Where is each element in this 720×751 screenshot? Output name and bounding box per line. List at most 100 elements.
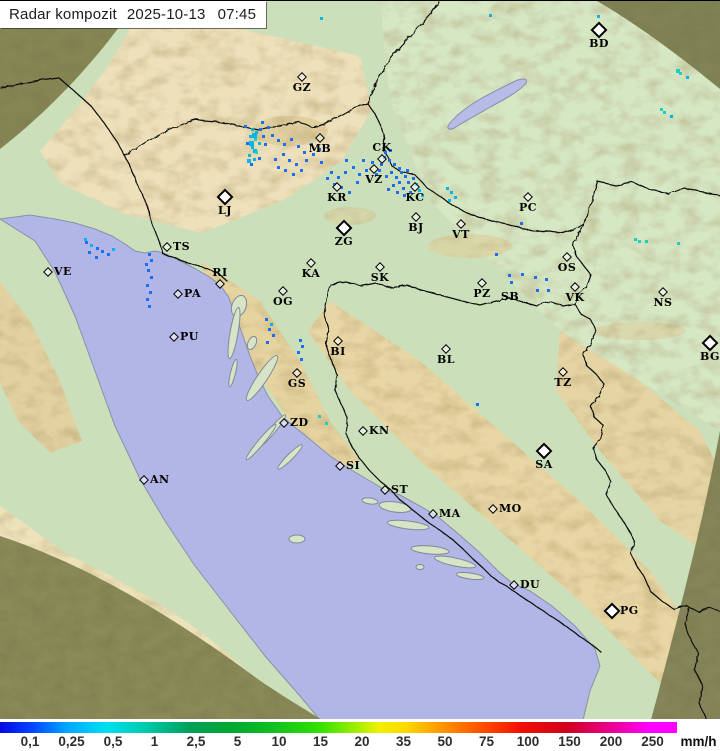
city-label-NS: NS bbox=[653, 296, 673, 309]
radar-echo bbox=[249, 135, 252, 138]
radar-echo bbox=[265, 318, 268, 321]
radar-echo bbox=[272, 334, 275, 337]
city-label-BI: BI bbox=[330, 345, 346, 358]
radar-echo bbox=[283, 143, 286, 146]
radar-echo bbox=[330, 171, 333, 174]
radar-echo bbox=[676, 69, 680, 73]
color-scale-bar bbox=[0, 722, 677, 733]
radar-echo bbox=[297, 351, 300, 354]
range-edge-se bbox=[651, 431, 720, 719]
radar-echo bbox=[495, 253, 498, 256]
city-label-GS: GS bbox=[287, 377, 307, 390]
radar-echo bbox=[288, 159, 291, 162]
radar-echo bbox=[362, 159, 365, 162]
city-label-TS: TS bbox=[173, 240, 191, 253]
radar-echo bbox=[148, 305, 151, 308]
city-label-BG: BG bbox=[700, 350, 720, 363]
radar-echo bbox=[446, 187, 449, 190]
radar-echo bbox=[356, 181, 359, 184]
radar-echo bbox=[290, 138, 293, 141]
radar-echo bbox=[247, 159, 251, 163]
radar-echo bbox=[301, 345, 304, 348]
radar-echo bbox=[246, 142, 249, 145]
radar-echo bbox=[300, 358, 303, 361]
radar-echo bbox=[380, 163, 383, 166]
radar-echo bbox=[534, 276, 537, 279]
city-label-SI: SI bbox=[346, 459, 361, 472]
radar-echo bbox=[392, 184, 395, 187]
scale-value: 20 bbox=[354, 734, 370, 749]
terrain-svg bbox=[0, 1, 720, 719]
scale-value: 2,5 bbox=[186, 734, 206, 749]
radar-echo bbox=[268, 328, 271, 331]
radar-echo bbox=[388, 159, 391, 162]
radar-echo bbox=[146, 284, 149, 287]
radar-echo bbox=[112, 248, 115, 251]
radar-echo bbox=[148, 253, 151, 256]
city-label-PZ: PZ bbox=[473, 287, 491, 300]
intensity-legend: 0,1 0,25 0,5 1 2,5 5 10 15 20 35 50 75 100 150 200 250 … bbox=[0, 719, 720, 751]
radar-echo bbox=[258, 142, 261, 145]
radar-echo bbox=[244, 125, 247, 128]
radar-echo bbox=[147, 269, 150, 272]
radar-echo bbox=[371, 161, 374, 164]
radar-echo bbox=[365, 169, 368, 172]
radar-echo bbox=[277, 139, 280, 142]
radar-echo bbox=[597, 15, 600, 18]
alps-region bbox=[40, 6, 372, 233]
radar-echo bbox=[384, 151, 387, 154]
radar-echo bbox=[378, 169, 381, 172]
range-edge-ne bbox=[597, 1, 720, 89]
radar-echo bbox=[326, 177, 329, 180]
radar-echo bbox=[344, 171, 347, 174]
radar-echo bbox=[249, 141, 254, 146]
radar-echo bbox=[358, 173, 361, 176]
city-label-MB: MB bbox=[308, 142, 332, 155]
city-label-VZ: VZ bbox=[365, 173, 383, 186]
radar-echo bbox=[84, 238, 87, 241]
city-label-BJ: BJ bbox=[408, 221, 424, 234]
radar-echo bbox=[264, 143, 267, 146]
radar-echo bbox=[337, 176, 340, 179]
radar-echo bbox=[660, 108, 663, 111]
radar-echo bbox=[677, 242, 680, 245]
radar-echo bbox=[252, 133, 257, 138]
radar-echo bbox=[310, 143, 313, 146]
date-label: 2025-10-13 bbox=[126, 6, 206, 23]
dinarides-main bbox=[308, 301, 700, 683]
city-label-KC: KC bbox=[405, 191, 425, 204]
radar-echo bbox=[149, 291, 152, 294]
radar-echo bbox=[545, 278, 548, 281]
city-label-ZD: ZD bbox=[290, 416, 309, 429]
city-label-PG: PG bbox=[620, 604, 639, 617]
radar-echo bbox=[521, 273, 524, 276]
radar-echo bbox=[670, 115, 673, 118]
radar-echo bbox=[389, 149, 392, 152]
radar-echo bbox=[387, 188, 390, 191]
city-label-SK: SK bbox=[370, 271, 390, 284]
radar-echo bbox=[305, 159, 308, 162]
city-label-RI: RI bbox=[212, 266, 228, 279]
scale-value: 200 bbox=[599, 734, 623, 749]
city-label-KN: KN bbox=[369, 424, 390, 437]
radar-echo bbox=[412, 177, 415, 180]
radar-echo bbox=[284, 169, 287, 172]
city-label-BD: BD bbox=[589, 37, 609, 50]
radar-echo bbox=[251, 128, 254, 131]
city-label-OG: OG bbox=[273, 295, 293, 308]
radar-echo bbox=[101, 250, 104, 253]
radar-echo bbox=[352, 166, 355, 169]
radar-echo bbox=[396, 191, 399, 194]
city-label-OS: OS bbox=[557, 261, 577, 274]
radar-echo bbox=[450, 191, 453, 194]
city-label-GZ: GZ bbox=[292, 81, 312, 94]
city-label-MO: MO bbox=[499, 502, 522, 515]
radar-echo bbox=[146, 298, 149, 301]
city-label-VK: VK bbox=[565, 291, 585, 304]
radar-echo bbox=[320, 17, 323, 20]
radar-echo bbox=[345, 159, 348, 162]
radar-echo bbox=[299, 339, 302, 342]
radar-echo bbox=[150, 259, 153, 262]
product-name: Radar kompozit bbox=[9, 6, 117, 23]
radar-echo bbox=[85, 241, 88, 244]
